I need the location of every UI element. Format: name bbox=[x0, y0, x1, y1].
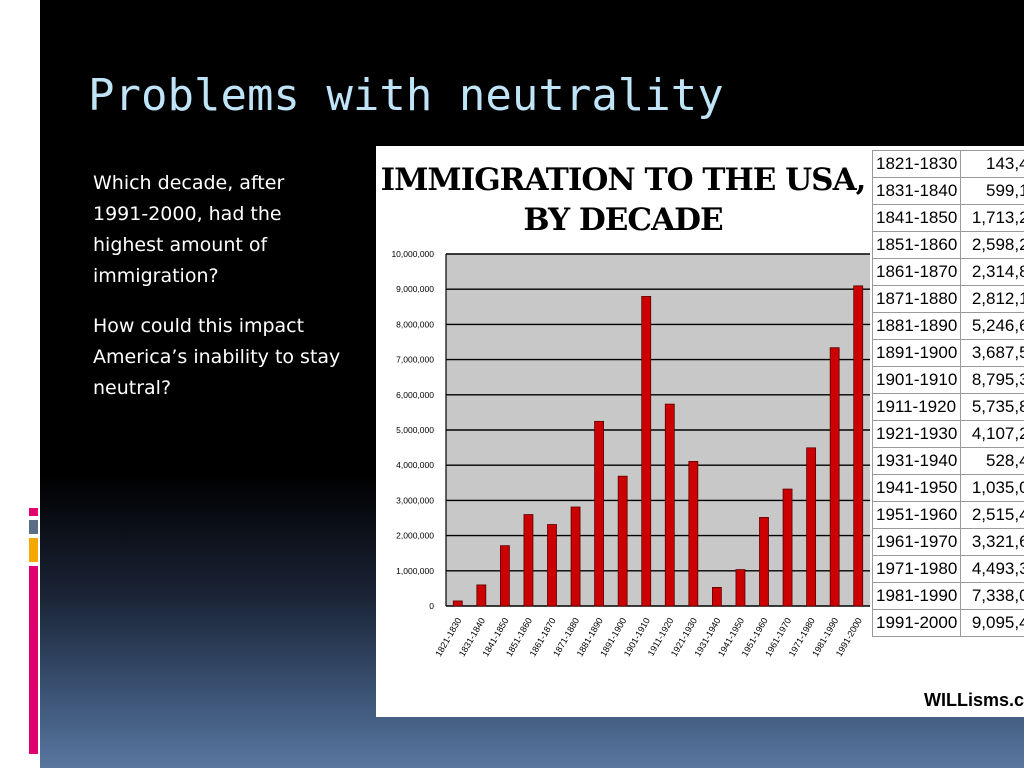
y-tick-label: 7,000,000 bbox=[396, 355, 434, 365]
table-count-cell: 2,598,21 bbox=[960, 231, 1024, 259]
table-decade-cell: 1951-1960 bbox=[871, 501, 962, 529]
bar bbox=[617, 475, 628, 607]
table-decade-cell: 1961-1970 bbox=[871, 528, 962, 556]
bar bbox=[829, 347, 840, 607]
table-count-cell: 1,713,25 bbox=[960, 204, 1024, 232]
y-tick-label: 6,000,000 bbox=[396, 390, 434, 400]
immigration-figure: 0 1,000,000 2,000,000 3,000,000 4,000,000 5,0… bbox=[376, 146, 1024, 717]
table-count-cell: 2,515,47 bbox=[960, 501, 1024, 529]
question-2: How could this impact America’s inabilit… bbox=[93, 315, 341, 399]
table-count-cell: 8,795,38 bbox=[960, 366, 1024, 394]
slide-title: Problems with neutrality bbox=[88, 70, 724, 121]
table-decade-cell: 1921-1930 bbox=[871, 420, 962, 448]
bar bbox=[688, 461, 699, 607]
table-count-cell: 4,493,31 bbox=[960, 555, 1024, 583]
y-tick-label: 3,000,000 bbox=[396, 495, 434, 505]
table-count-cell: 4,107,20 bbox=[960, 420, 1024, 448]
y-tick-label: 9,000,000 bbox=[396, 284, 434, 294]
bar bbox=[641, 296, 652, 607]
chart-title: IMMIGRATION TO THE USA, BY DECADE bbox=[380, 162, 867, 238]
y-tick-label: 4,000,000 bbox=[396, 460, 434, 470]
table-decade-cell: 1991-2000 bbox=[871, 609, 962, 637]
bar bbox=[476, 584, 487, 607]
table-count-cell: 7,338,06 bbox=[960, 582, 1024, 610]
immigration-table: 1821-1830143,431831-1840599,121841-18501… bbox=[871, 150, 1024, 637]
table-count-cell: 5,735,81 bbox=[960, 393, 1024, 421]
slide-body: Which decade, after 1991-2000, had the h… bbox=[93, 168, 343, 423]
table-decade-cell: 1831-1840 bbox=[871, 177, 962, 205]
table-decade-cell: 1871-1880 bbox=[871, 285, 962, 313]
table-decade-cell: 1941-1950 bbox=[871, 474, 962, 502]
table-decade-cell: 1851-1860 bbox=[871, 231, 962, 259]
table-decade-cell: 1881-1890 bbox=[871, 312, 962, 340]
y-tick-label: 2,000,000 bbox=[396, 531, 434, 541]
table-count-cell: 143,43 bbox=[960, 150, 1024, 178]
table-decade-cell: 1981-1990 bbox=[871, 582, 962, 610]
table-decade-cell: 1861-1870 bbox=[871, 258, 962, 286]
table-decade-cell: 1971-1980 bbox=[871, 555, 962, 583]
table-decade-cell: 1841-1850 bbox=[871, 204, 962, 232]
rail-accent-1 bbox=[29, 508, 38, 516]
table-count-cell: 599,12 bbox=[960, 177, 1024, 205]
table-count-cell: 1,035,03 bbox=[960, 474, 1024, 502]
y-tick-label: 1,000,000 bbox=[396, 566, 434, 576]
source-watermark: WILLisms.com bbox=[924, 690, 1024, 710]
table-count-cell: 5,246,61 bbox=[960, 312, 1024, 340]
bar bbox=[499, 545, 510, 607]
table-decade-cell: 1891-1900 bbox=[871, 339, 962, 367]
bar bbox=[664, 403, 675, 607]
y-tick-label: 0 bbox=[429, 601, 434, 611]
table-count-cell: 2,812,19 bbox=[960, 285, 1024, 313]
bar bbox=[806, 447, 817, 607]
bar bbox=[523, 514, 534, 607]
table-count-cell: 3,321,67 bbox=[960, 528, 1024, 556]
bar-chart: 0 1,000,000 2,000,000 3,000,000 4,000,000 5,0… bbox=[391, 249, 870, 658]
table-decade-cell: 1931-1940 bbox=[871, 447, 962, 475]
table-count-cell: 2,314,82 bbox=[960, 258, 1024, 286]
table-count-cell: 3,687,56 bbox=[960, 339, 1024, 367]
bar bbox=[759, 517, 769, 607]
bar bbox=[853, 285, 864, 607]
rail-accent-4 bbox=[29, 566, 38, 754]
table-decade-cell: 1901-1910 bbox=[871, 366, 962, 394]
y-tick-label: 8,000,000 bbox=[396, 319, 434, 329]
bar bbox=[782, 488, 793, 607]
rail-accent-3 bbox=[29, 538, 38, 562]
table-decade-cell: 1821-1830 bbox=[871, 150, 962, 178]
y-tick-label: 5,000,000 bbox=[396, 425, 434, 435]
bar bbox=[711, 586, 722, 607]
rail-accent-2 bbox=[29, 520, 38, 534]
question-1: Which decade, after 1991-2000, had the h… bbox=[93, 172, 285, 287]
table-count-cell: 9,095,41 bbox=[960, 609, 1024, 637]
bar bbox=[547, 524, 557, 607]
bar bbox=[594, 420, 605, 607]
bar bbox=[452, 600, 463, 607]
bar bbox=[735, 569, 746, 607]
table-count-cell: 528,43 bbox=[960, 447, 1024, 475]
bar bbox=[570, 506, 581, 607]
table-decade-cell: 1911-1920 bbox=[871, 393, 962, 421]
y-tick-label: 10,000,000 bbox=[391, 249, 434, 259]
